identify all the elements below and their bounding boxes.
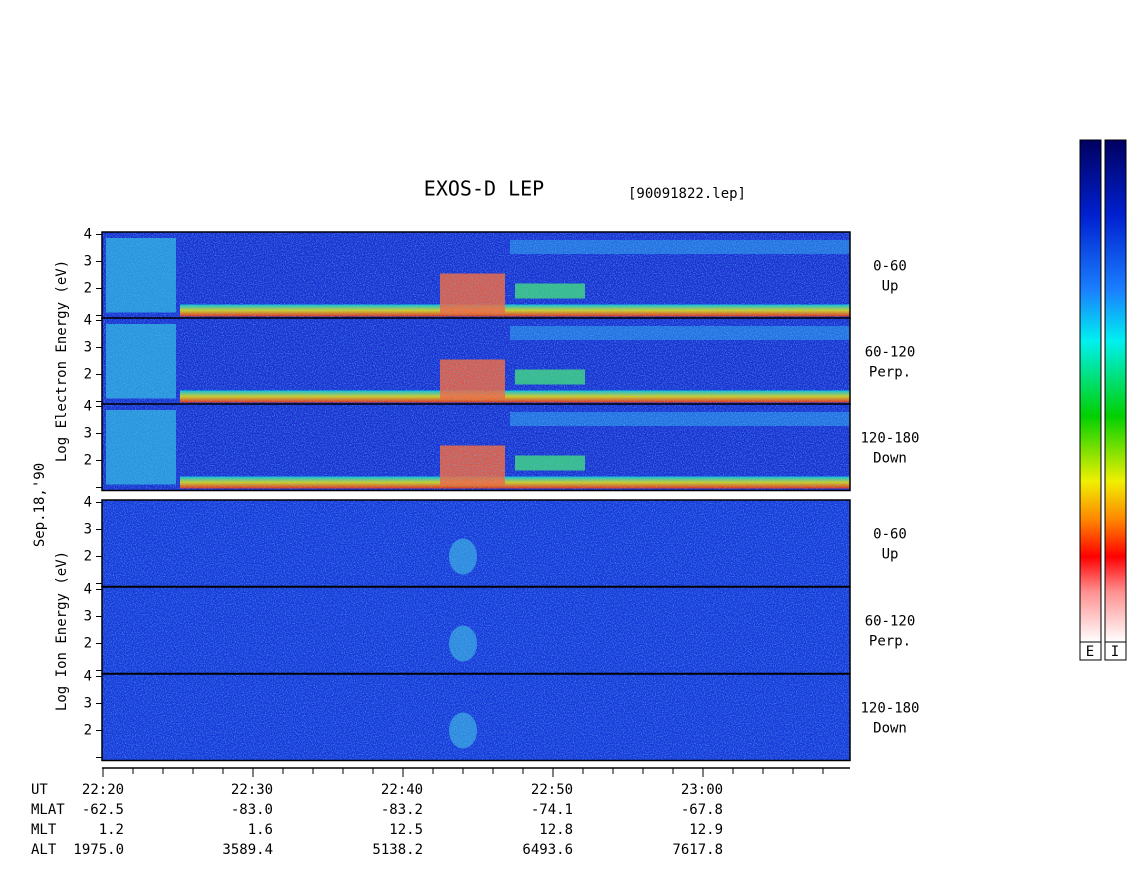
spectrogram-noise [102, 318, 850, 405]
y-tick-label: 3 [84, 254, 92, 270]
orbit-value: 5138.2 [372, 842, 423, 858]
y-tick-label: 4 [84, 669, 92, 685]
spectrogram-panel [101, 499, 851, 588]
spectrogram-noise [102, 404, 850, 491]
spectrogram-noise [102, 674, 850, 761]
panel-frame [101, 403, 851, 492]
y-tick-label: 3 [84, 522, 92, 538]
panel-direction: Down [873, 450, 907, 466]
panel-range: 60-120 [865, 344, 916, 360]
time-label: 22:30 [231, 782, 273, 798]
colorbar-ion [1104, 139, 1127, 643]
panel-range: 0-60 [873, 258, 907, 274]
orbit-value: 1975.0 [73, 842, 124, 858]
y-tick-label: 2 [84, 549, 92, 565]
orbit-value: -83.0 [231, 802, 273, 818]
panel-direction: Up [882, 546, 899, 562]
row-label: UT [31, 782, 48, 798]
spectrogram-noise [102, 587, 850, 674]
y-tick-label: 2 [84, 281, 92, 297]
orbit-value: -62.5 [82, 802, 124, 818]
time-label: 22:50 [531, 782, 573, 798]
spectrogram-panel [101, 231, 851, 320]
time-label: 23:00 [681, 782, 723, 798]
orbit-value: 1.6 [248, 822, 273, 838]
panel-direction: Up [882, 278, 899, 294]
orbit-value: 12.5 [389, 822, 423, 838]
y-tick-label: 2 [84, 636, 92, 652]
orbit-value: -83.2 [381, 802, 423, 818]
colorbar-label: I [1111, 644, 1119, 660]
row-label: MLAT [31, 802, 65, 818]
y-tick-label: 4 [84, 399, 92, 415]
orbit-value: 1.2 [99, 822, 124, 838]
y-tick-label: 4 [84, 495, 92, 511]
orbit-value: -74.1 [531, 802, 573, 818]
y-tick-label: 3 [84, 609, 92, 625]
spectrogram-noise [102, 500, 850, 587]
orbit-value: 6493.6 [522, 842, 573, 858]
y-tick-label: 4 [84, 313, 92, 329]
y-tick-label: 2 [84, 367, 92, 383]
electron-axis-label: Log Electron Energy (eV) [54, 260, 70, 462]
row-label: ALT [31, 842, 57, 858]
y-tick-label: 2 [84, 723, 92, 739]
time-label: 22:20 [82, 782, 124, 798]
y-tick-label: 4 [84, 582, 92, 598]
colorbar-box [1079, 641, 1102, 661]
orbit-value: 12.8 [539, 822, 573, 838]
ion-axis-label: Log Ion Energy (eV) [54, 551, 70, 711]
panel-direction: Down [873, 720, 907, 736]
panel-range: 120-180 [860, 430, 919, 446]
colorbar-box [1104, 641, 1127, 661]
colorbar-electron [1079, 139, 1102, 643]
panel-range: 60-120 [865, 613, 916, 629]
panel-range: 0-60 [873, 526, 907, 542]
date-label: Sep.18,'90 [32, 463, 48, 547]
orbit-value: 3589.4 [222, 842, 273, 858]
spectrogram-panel [101, 673, 851, 762]
y-tick-label: 3 [84, 340, 92, 356]
y-tick-label: 3 [84, 696, 92, 712]
panel-direction: Perp. [869, 364, 911, 380]
orbit-value: 12.9 [689, 822, 723, 838]
colorbars: E I [1079, 139, 1127, 661]
panel-frame [101, 673, 851, 762]
spectrogram-panel [101, 403, 851, 492]
panel-direction: Perp. [869, 633, 911, 649]
title: EXOS-D LEP [424, 177, 544, 201]
spectrogram-panel [101, 586, 851, 675]
orbit-value: 7617.8 [672, 842, 723, 858]
y-tick-label: 2 [84, 453, 92, 469]
colorbar-label: E [1086, 644, 1094, 660]
file-name: [90091822.lep] [628, 186, 746, 202]
y-tick-label: 4 [84, 227, 92, 243]
orbit-value: -67.8 [681, 802, 723, 818]
spectrogram-noise [102, 232, 850, 319]
row-label: MLT [31, 822, 57, 838]
spectrogram-panel [101, 317, 851, 406]
panel-range: 120-180 [860, 700, 919, 716]
time-label: 22:40 [381, 782, 423, 798]
y-tick-label: 3 [84, 426, 92, 442]
